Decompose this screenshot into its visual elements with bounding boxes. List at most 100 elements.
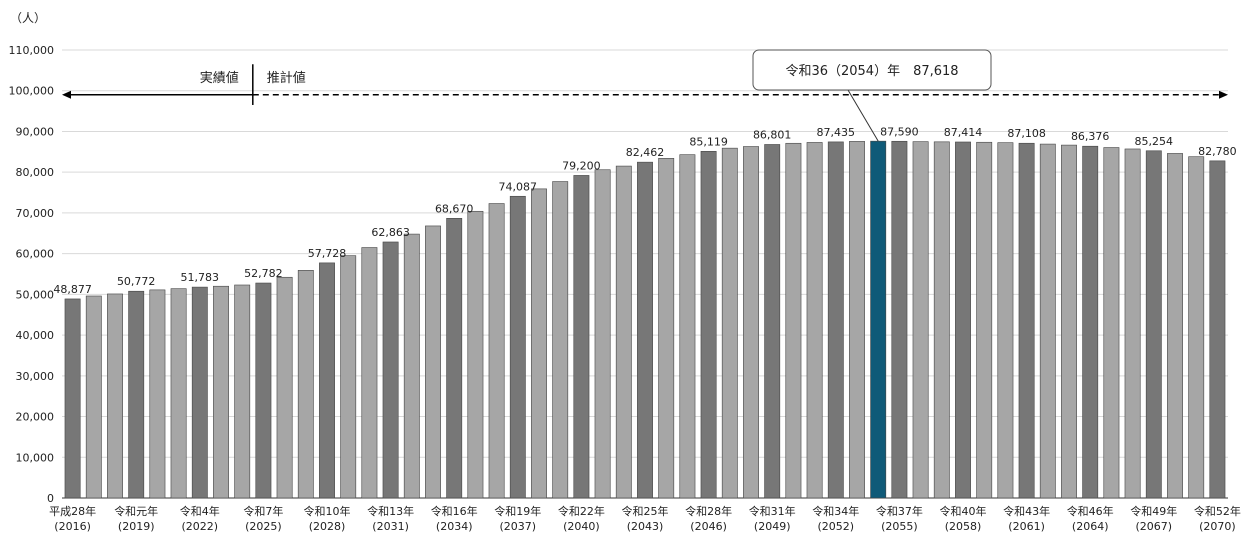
x-tick-label-year: (2022): [182, 520, 219, 533]
y-tick-label: 50,000: [16, 288, 55, 301]
y-tick-label: 20,000: [16, 411, 55, 424]
y-tick-label: 60,000: [16, 248, 55, 261]
x-tick-label-year: (2028): [309, 520, 346, 533]
bar: [213, 285, 229, 499]
data-label: 85,254: [1135, 135, 1174, 148]
x-tick-label-era: 令和43年: [1003, 504, 1050, 518]
x-tick-label-era: 令和46年: [1067, 504, 1114, 518]
bar: [425, 225, 441, 499]
bar: [1082, 145, 1099, 499]
bar: [361, 247, 378, 499]
x-tick-label-era: 令和4年: [180, 504, 220, 518]
data-label: 51,783: [181, 271, 220, 284]
arrow-head-left: [62, 90, 71, 99]
bar: [933, 141, 950, 499]
bar: [255, 282, 272, 499]
x-tick-label-year: (2046): [690, 520, 727, 533]
bar: [1167, 153, 1183, 499]
y-tick-label: 80,000: [16, 166, 55, 179]
data-label: 87,435: [817, 126, 856, 139]
y-tick-label: 10,000: [16, 451, 55, 464]
bar: [191, 286, 208, 499]
bar: [1209, 160, 1226, 499]
x-tick-label-era: 令和37年: [876, 504, 923, 518]
x-tick-label-year: (2055): [881, 520, 918, 533]
data-label: 48,877: [53, 283, 92, 296]
x-tick-label-year: (2052): [818, 520, 855, 533]
actual-label: 実績値: [200, 70, 239, 86]
x-tick-label-era: 令和13年: [367, 504, 414, 518]
data-label: 87,108: [1007, 127, 1046, 140]
bar: [891, 140, 908, 499]
bar: [976, 141, 993, 499]
bar: [679, 154, 696, 499]
bar: [446, 218, 463, 499]
x-tick-label-year: (2070): [1199, 520, 1236, 533]
annotations: 実績値 推計値 令和36（2054）年 87,618: [62, 49, 1228, 142]
bar: [955, 141, 971, 499]
bar: [1124, 148, 1141, 499]
bar: [1103, 147, 1120, 499]
x-tick-label-era: 令和25年: [622, 504, 669, 518]
bar: [276, 276, 293, 499]
x-tick-label-year: (2037): [500, 520, 537, 533]
callout-box: [752, 49, 992, 91]
x-tick-label-year: (2049): [754, 520, 791, 533]
callout-text: 令和36（2054）年 87,618: [785, 64, 958, 79]
bar: [615, 165, 632, 499]
bar: [297, 270, 314, 499]
x-tick-label-era: 令和52年: [1194, 504, 1241, 518]
y-tick-label: 70,000: [16, 207, 55, 220]
bar: [573, 175, 590, 499]
x-tick-label-year: (2058): [945, 520, 982, 533]
bar: [552, 181, 569, 499]
estimate-label: 推計値: [267, 70, 306, 86]
bar: [912, 141, 929, 499]
bar: [1061, 144, 1077, 499]
bar: [488, 203, 505, 499]
x-tick-label-year: (2016): [54, 520, 91, 533]
bar: [785, 142, 802, 499]
bar: [721, 147, 738, 499]
bar: [764, 144, 781, 499]
x-tick-label-year: (2061): [1008, 520, 1045, 533]
bar: [234, 284, 251, 499]
bar: [509, 195, 526, 499]
data-label: 86,376: [1071, 130, 1110, 143]
x-tick-label-year: (2043): [627, 520, 664, 533]
data-label: 82,780: [1198, 145, 1237, 158]
data-label: 68,670: [435, 202, 474, 215]
data-label: 79,200: [562, 159, 601, 172]
bar: [403, 233, 420, 499]
x-tick-label-era: 令和34年: [812, 504, 859, 518]
bar: [658, 158, 675, 499]
x-tick-label-era: 令和49年: [1130, 504, 1177, 518]
y-tick-label: 110,000: [9, 44, 55, 57]
bar: [1018, 142, 1035, 499]
y-tick-label: 90,000: [16, 125, 55, 138]
bar: [149, 289, 166, 499]
data-label: 85,119: [689, 135, 728, 148]
bar: [382, 241, 399, 499]
x-tick-label-year: (2019): [118, 520, 155, 533]
x-tick-label-era: 令和22年: [558, 504, 605, 518]
y-unit-label: （人）: [10, 11, 46, 25]
bar: [827, 141, 844, 499]
bar: [743, 146, 759, 499]
bar: [1145, 150, 1162, 499]
y-axis-ticks: 0 10,000 20,000 30,000 40,000 50,000 60,000 70,…: [9, 44, 55, 505]
bar: [340, 255, 357, 499]
y-tick-label: 30,000: [16, 370, 55, 383]
data-label: 86,801: [753, 128, 792, 141]
bar: [85, 295, 102, 499]
data-label: 57,728: [308, 247, 347, 260]
x-tick-label-year: (2034): [436, 520, 473, 533]
bar: [849, 141, 865, 499]
x-axis-labels: 平成28年 (2016) 令和元年 (2019) 令和4年 (2022) 令和7年 (2025…: [49, 504, 1241, 533]
bar: [531, 188, 547, 499]
x-tick-label-year: (2040): [563, 520, 600, 533]
data-labels: 48,877 50,772 51,783 52,782 57,728 62,863 68,6…: [53, 125, 1236, 296]
x-tick-label-era: 平成28年: [49, 504, 96, 518]
arrow-head-right: [1219, 90, 1228, 99]
